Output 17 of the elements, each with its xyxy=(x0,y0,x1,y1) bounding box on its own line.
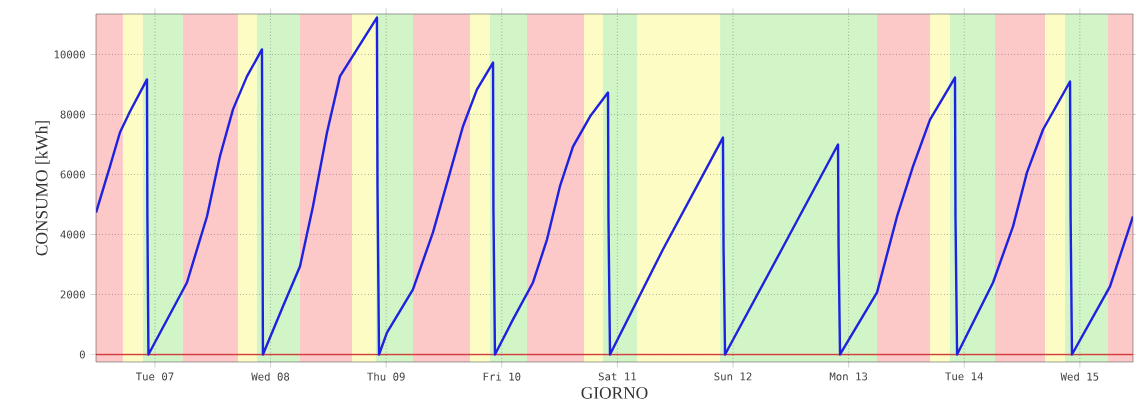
x-tick-label: Tue 14 xyxy=(945,372,983,381)
x-axis-title: GIORNO xyxy=(581,387,648,399)
y-tick-label: 2000 xyxy=(60,290,85,299)
x-tick-label: Wed 15 xyxy=(1060,372,1099,381)
y-tick-label: 8000 xyxy=(60,110,85,119)
x-tick-label: Fri 10 xyxy=(483,372,521,381)
x-tick-label: Wed 08 xyxy=(251,372,290,381)
x-tick-label: Mon 13 xyxy=(829,372,868,381)
x-tick-label: Sun 12 xyxy=(714,372,752,381)
y-axis-title: CONSUMO [kWh] xyxy=(35,121,50,256)
y-tick-label: 0 xyxy=(79,350,85,359)
x-tick-label: Tue 07 xyxy=(135,372,174,381)
y-tick-label: 6000 xyxy=(60,170,85,179)
x-tick-label: Sat 11 xyxy=(598,372,636,381)
x-tick-label: Thu 09 xyxy=(367,372,405,381)
y-tick-label: 10000 xyxy=(54,50,85,59)
y-tick-label: 4000 xyxy=(60,230,85,239)
